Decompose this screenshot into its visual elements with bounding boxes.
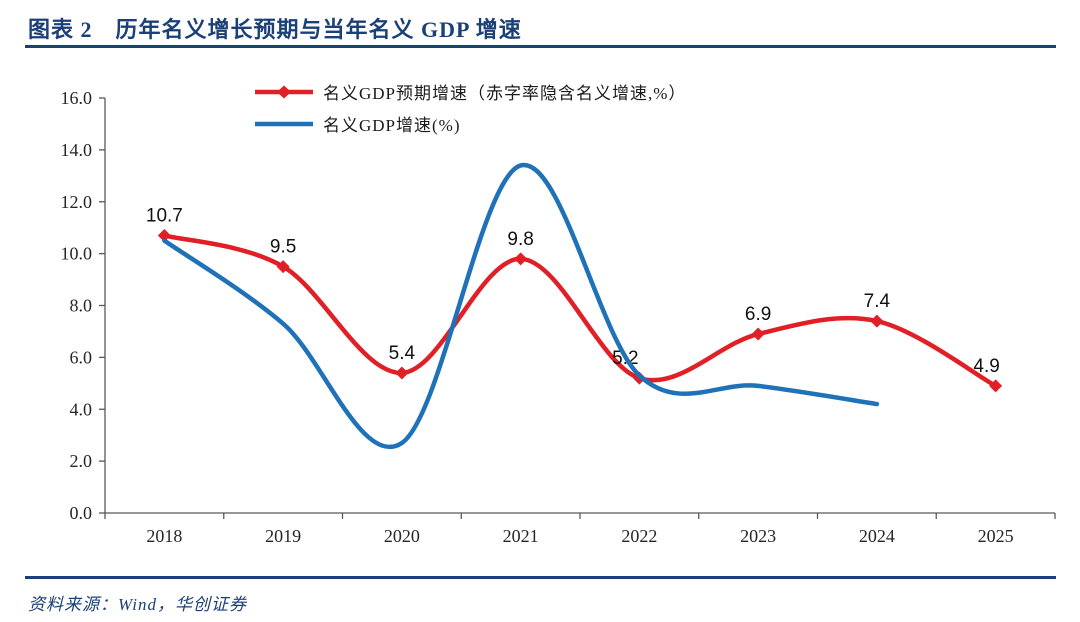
source-note: 资料来源：Wind，华创证券 (28, 595, 247, 614)
series-line-0 (162, 233, 998, 389)
y-tick-label: 2.0 (70, 451, 93, 471)
x-tick-label: 2021 (503, 526, 539, 546)
x-tick-label: 2018 (146, 526, 182, 546)
x-tick-label: 2020 (384, 526, 420, 546)
y-tick-label: 14.0 (61, 140, 93, 160)
y-tick-label: 16.0 (61, 88, 93, 108)
data-point-marker (514, 252, 528, 266)
data-label: 7.4 (864, 291, 891, 312)
chart-title: 图表 2 历年名义增长预期与当年名义 GDP 增速 (28, 17, 522, 42)
data-point-marker (157, 228, 171, 242)
x-tick-label: 2023 (740, 526, 776, 546)
x-tick-label: 2025 (978, 526, 1014, 546)
x-tick-label: 2019 (265, 526, 301, 546)
footer-divider (25, 576, 1056, 579)
data-label: 6.9 (745, 304, 771, 325)
x-tick-label: 2024 (859, 526, 895, 546)
legend-label-actual: 名义GDP增速(%) (323, 116, 461, 135)
data-point-marker (276, 260, 290, 274)
legend-label-expected: 名义GDP预期增速（赤字率隐含名义增速,%） (323, 84, 687, 103)
y-tick-label: 4.0 (70, 399, 93, 419)
red-line-diamond-icon (255, 85, 313, 98)
chart-legend: 名义GDP预期增速（赤字率隐含名义增速,%） 名义GDP增速(%) (253, 79, 686, 136)
series-line-1 (162, 163, 880, 449)
y-tick-label: 12.0 (61, 192, 93, 212)
y-tick-label: 10.0 (61, 244, 93, 264)
x-tick-label: 2022 (621, 526, 657, 546)
data-label: 9.8 (507, 229, 533, 250)
data-label: 10.7 (146, 205, 183, 226)
legend-item-expected: 名义GDP预期增速（赤字率隐含名义增速,%） (253, 79, 686, 104)
data-point-marker (989, 379, 1003, 393)
data-point-marker (751, 327, 765, 341)
data-point-marker (870, 314, 884, 328)
y-tick-label: 8.0 (70, 296, 93, 316)
data-label: 5.4 (389, 343, 416, 364)
data-point-marker (395, 366, 409, 380)
y-tick-label: 0.0 (70, 503, 93, 523)
blue-line-icon (255, 121, 313, 126)
data-label: 9.5 (270, 237, 296, 258)
legend-item-actual: 名义GDP增速(%) (253, 111, 686, 136)
data-label: 4.9 (973, 356, 999, 377)
title-divider (25, 45, 1056, 48)
y-tick-label: 6.0 (70, 347, 93, 367)
